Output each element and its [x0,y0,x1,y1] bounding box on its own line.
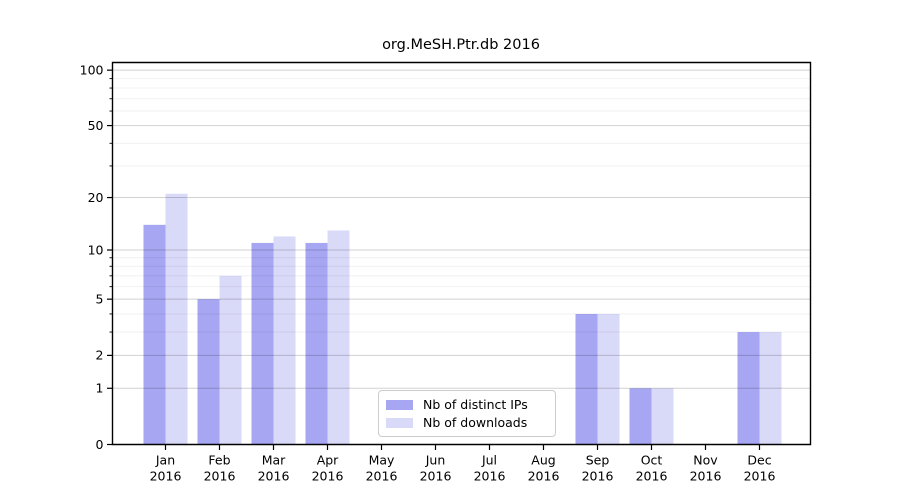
y-tick-label: 5 [96,291,104,306]
y-tick-label: 20 [88,190,104,205]
bar-downloads-apr [327,230,350,445]
x-tick-label-year: 2016 [420,469,452,484]
bar-distinct-ips-feb [197,299,220,445]
x-tick-label-month: Dec [747,453,771,468]
x-tick-label-year: 2016 [690,469,722,484]
x-tick-label-year: 2016 [528,469,560,484]
x-tick-label-year: 2016 [150,469,182,484]
y-tick-label: 10 [88,242,104,257]
y-tick-label: 50 [88,118,104,133]
legend-label-distinct-ips: Nb of distinct IPs [423,397,528,412]
bar-downloads-jan [165,193,188,445]
legend-item-downloads: Nb of downloads [386,415,546,430]
y-tick-label: 100 [80,62,104,77]
legend-swatch-downloads [386,417,413,428]
bar-downloads-feb [219,275,242,445]
x-tick-label-year: 2016 [582,469,614,484]
x-tick-label-month: Aug [531,453,555,468]
x-tick-label-year: 2016 [744,469,776,484]
bar-downloads-dec [759,332,782,445]
bar-distinct-ips-apr [305,242,328,445]
legend-label-downloads: Nb of downloads [423,415,528,430]
legend-item-distinct-ips: Nb of distinct IPs [386,397,546,412]
x-tick-label-month: Feb [208,453,230,468]
x-tick-label-month: May [369,453,395,468]
y-tick-label: 0 [96,437,104,452]
bar-downloads-oct [651,388,674,445]
y-tick-label: 1 [96,381,104,396]
x-tick-label-year: 2016 [258,469,290,484]
x-tick-label-month: Apr [317,453,339,468]
x-tick-label-month: Oct [641,453,663,468]
x-tick-label-month: Mar [262,453,286,468]
bar-distinct-ips-mar [251,242,274,445]
x-tick-label-month: Sep [586,453,610,468]
bar-downloads-sep [597,313,620,445]
bar-distinct-ips-oct [629,388,652,445]
bar-downloads-mar [273,236,296,445]
y-tick-label: 2 [96,348,104,363]
x-tick-label-year: 2016 [636,469,668,484]
x-tick-label-month: Jul [481,453,497,468]
x-tick-label-month: Nov [693,453,718,468]
bar-distinct-ips-sep [575,313,598,445]
chart-title: org.MeSH.Ptr.db 2016 [382,37,540,53]
x-tick-label-year: 2016 [474,469,506,484]
x-tick-label-month: Jan [155,453,175,468]
bar-distinct-ips-dec [737,332,760,445]
plot-border [111,61,812,446]
x-tick-label-year: 2016 [366,469,398,484]
legend: Nb of distinct IPs Nb of downloads [378,390,556,437]
x-tick-label-year: 2016 [204,469,236,484]
bar-distinct-ips-jan [143,224,166,445]
x-tick-label-year: 2016 [312,469,344,484]
x-tick-label-month: Jun [425,453,446,468]
legend-swatch-distinct-ips [386,399,413,410]
